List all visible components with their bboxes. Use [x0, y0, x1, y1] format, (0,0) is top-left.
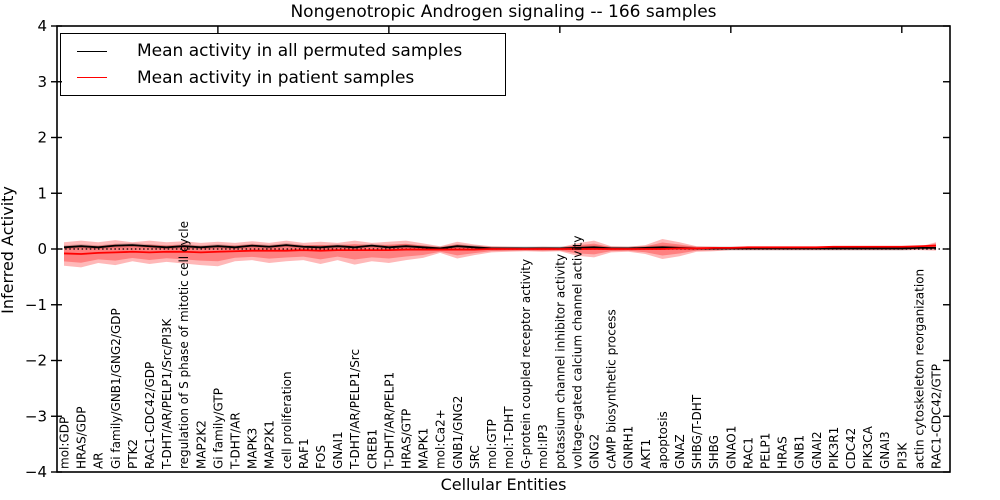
patient-mean-line [63, 244, 937, 255]
y-tick-label: 1 [37, 184, 47, 202]
y-tick-label: 0 [37, 240, 47, 258]
category-label: AKT1 [639, 439, 653, 469]
category-label: GNAI1 [331, 431, 345, 469]
category-label: RAC1-CDC42/GTP [930, 364, 944, 469]
category-label: PIK3CA [861, 425, 875, 469]
category-label: PIK3R1 [827, 427, 841, 469]
category-label: RAC1-CDC42/GDP [143, 362, 157, 469]
y-tick-label: 4 [37, 17, 47, 35]
category-label: MAPK1 [417, 428, 431, 469]
category-label: Gi family/GNB1/GNG2/GDP [109, 308, 123, 469]
y-tick-label: −3 [25, 407, 47, 425]
category-label: MAPK3 [246, 428, 260, 469]
legend-line-permuted-icon [77, 50, 107, 52]
category-label: T-DHT/AR/PELP1 [382, 372, 396, 470]
category-label: HRAS/GTP [399, 409, 413, 469]
y-tick-label: 3 [37, 73, 47, 91]
category-label: MAP2K2 [194, 420, 208, 469]
category-label: regulation of S phase of mitotic cell cy… [177, 221, 191, 469]
category-label: GNAO1 [724, 426, 738, 469]
category-label: PI3K [895, 442, 909, 469]
category-label: CDC42 [844, 428, 858, 469]
category-label: cell proliferation [280, 371, 294, 469]
category-label: T-DHT/AR/PELP1/Src/PI3K [160, 317, 174, 470]
category-label: Gi family/GTP [211, 388, 225, 469]
category-label: mol:GDP [58, 417, 72, 469]
category-label: T-DHT/AR/PELP1/Src [348, 349, 362, 470]
y-tick-label: −4 [25, 463, 47, 481]
legend-label-permuted: Mean activity in all permuted samples [137, 41, 463, 62]
category-label: GNG2 [588, 434, 602, 469]
category-label: PELP1 [759, 433, 773, 469]
category-label: GNB1 [793, 435, 807, 469]
category-label: SHBG [707, 435, 721, 469]
legend-label-patient: Mean activity in patient samples [137, 67, 415, 88]
chart-title: Nongenotropic Androgen signaling -- 166 … [290, 2, 717, 22]
category-label: SHBG/T-DHT [690, 394, 704, 469]
category-label: GNAZ [673, 434, 687, 469]
legend-entry-patient: Mean activity in patient samples [61, 68, 505, 88]
legend: Mean activity in all permuted samples Me… [60, 33, 506, 96]
category-label: SRC [468, 445, 482, 469]
category-label: CREB1 [365, 429, 379, 469]
category-label: GNB1/GNG2 [451, 396, 465, 469]
category-label: GNAI2 [810, 431, 824, 469]
category-label: cAMP biosynthetic process [605, 309, 619, 469]
category-label: actin cytoskeleton reorganization [912, 269, 926, 469]
category-label: voltage-gated calcium channel activity [570, 235, 584, 469]
category-label: mol:Ca2+ [434, 409, 448, 469]
category-label: mol:T-DHT [502, 406, 516, 469]
category-label: PTK2 [126, 439, 140, 469]
category-label: HRAS/GDP [75, 406, 89, 469]
y-tick-label: −1 [25, 296, 47, 314]
category-label: mol:GTP [485, 419, 499, 469]
category-label: HRAS [776, 436, 790, 469]
category-label: AR [92, 452, 106, 469]
y-tick-label: 2 [37, 129, 47, 147]
category-label: RAF1 [297, 438, 311, 469]
category-label: mol:IP3 [536, 424, 550, 469]
legend-line-patient-icon [77, 77, 107, 79]
category-label: GNRH1 [622, 426, 636, 469]
category-label: potassium channel inhibitor activity [553, 254, 567, 469]
y-tick-label: −2 [25, 352, 47, 370]
category-label: MAP2K1 [263, 420, 277, 469]
category-label: RAC1 [741, 437, 755, 469]
category-label: FOS [314, 445, 328, 469]
category-label: G-protein coupled receptor activity [519, 259, 533, 469]
x-axis-label: Cellular Entities [440, 475, 567, 494]
legend-entry-permuted: Mean activity in all permuted samples [61, 41, 505, 61]
category-label: apoptosis [656, 411, 670, 469]
category-label: T-DHT/AR [228, 412, 242, 470]
category-label: GNAI3 [878, 431, 892, 469]
